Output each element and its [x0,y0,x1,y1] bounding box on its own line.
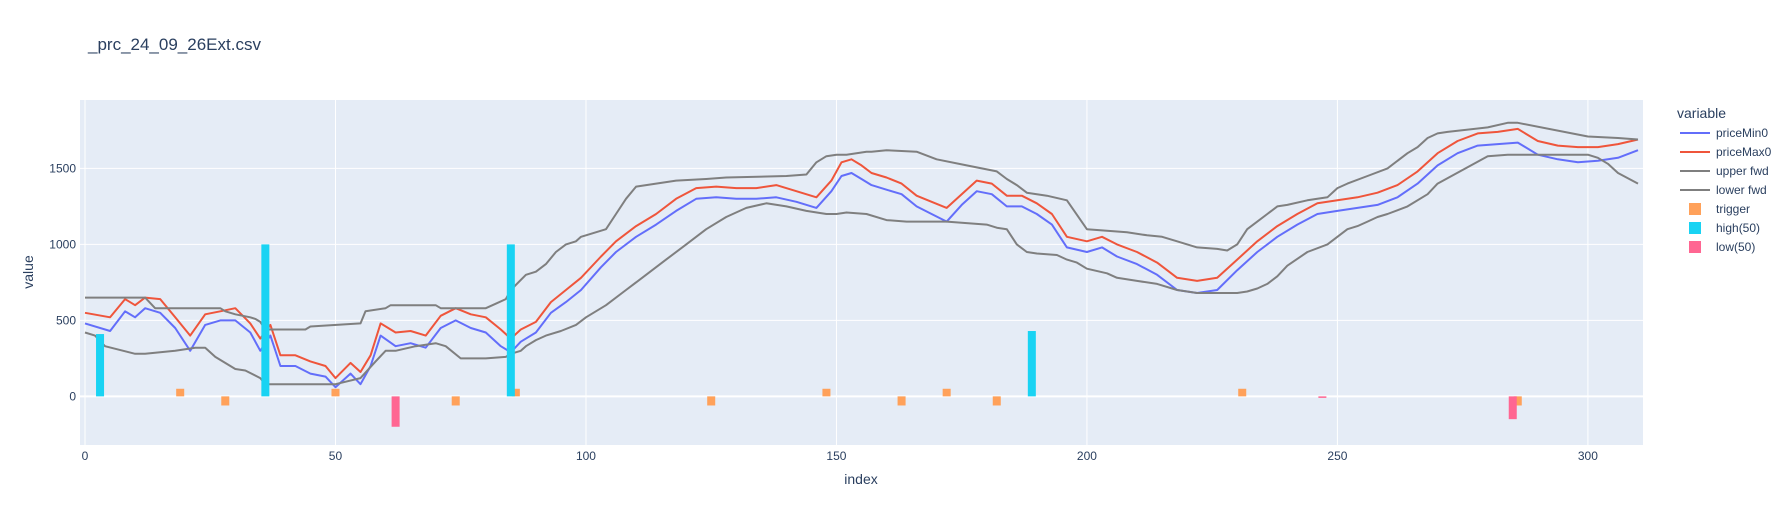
bar-high-50[interactable] [261,244,270,397]
plot-marks [84,121,1639,427]
series-line-pricemin0[interactable] [84,141,1639,389]
series-line-lower-fwd[interactable] [84,153,1639,386]
x-tick-label: 250 [1327,449,1347,463]
legend-swatch-trigger[interactable] [1689,203,1701,215]
bar-trigger[interactable] [331,388,340,397]
legend-label-upper-fwd[interactable]: upper fwd [1716,164,1769,178]
legend-title: variable [1677,105,1726,121]
bar-low-50[interactable] [391,396,400,427]
x-tick-label: 150 [826,449,846,463]
bar-trigger[interactable] [897,396,906,406]
bar-trigger[interactable] [451,396,460,406]
legend-label-pricemax0[interactable]: priceMax0 [1716,145,1772,159]
bar-low-50[interactable] [1318,396,1327,398]
legend-label-trigger[interactable]: trigger [1716,202,1750,216]
x-tick-label: 50 [329,449,343,463]
chart-title: _prc_24_09_26Ext.csv [87,35,261,54]
y-tick-label: 1500 [49,161,76,175]
bar-trigger[interactable] [176,388,185,397]
x-tick-label: 300 [1578,449,1598,463]
legend-label-lower-fwd[interactable]: lower fwd [1716,183,1767,197]
bar-trigger[interactable] [221,396,230,406]
bar-low-50[interactable] [1508,396,1517,420]
legend-swatch-low-50[interactable] [1689,241,1701,253]
legend-label-high-50[interactable]: high(50) [1716,221,1760,235]
bar-trigger[interactable] [1513,396,1522,406]
x-axis-title: index [844,471,877,487]
y-tick-label: 0 [69,389,76,403]
series-line-pricemax0[interactable] [84,127,1639,380]
y-tick-label: 1000 [49,237,76,251]
series-line-upper-fwd[interactable] [85,121,1639,331]
y-axis-title: value [20,255,36,289]
bar-trigger[interactable] [707,396,716,406]
x-tick-label: 200 [1077,449,1097,463]
bar-high-50[interactable] [96,334,105,397]
x-ticks: 0 50 100 150 200 250 300 [82,449,1599,463]
y-tick-label: 500 [56,313,76,327]
bar-trigger[interactable] [1238,388,1247,397]
plot-area[interactable] [80,100,1643,445]
legend-swatch-high-50[interactable] [1689,222,1701,234]
x-tick-label: 0 [82,449,89,463]
bar-trigger[interactable] [942,388,951,397]
bar-high-50[interactable] [506,244,515,397]
y-ticks: 0 500 1000 1500 [49,161,76,403]
x-tick-label: 100 [576,449,596,463]
legend-label-pricemin0[interactable]: priceMin0 [1716,126,1768,140]
bar-trigger[interactable] [511,388,520,397]
gridlines [80,100,1643,445]
bar-trigger[interactable] [822,388,831,397]
bar-high-50[interactable] [1027,331,1036,397]
legend: variable priceMin0 priceMax0 upper fwd lowe… [1677,105,1772,254]
legend-label-low-50[interactable]: low(50) [1716,240,1755,254]
bar-trigger[interactable] [992,396,1001,406]
